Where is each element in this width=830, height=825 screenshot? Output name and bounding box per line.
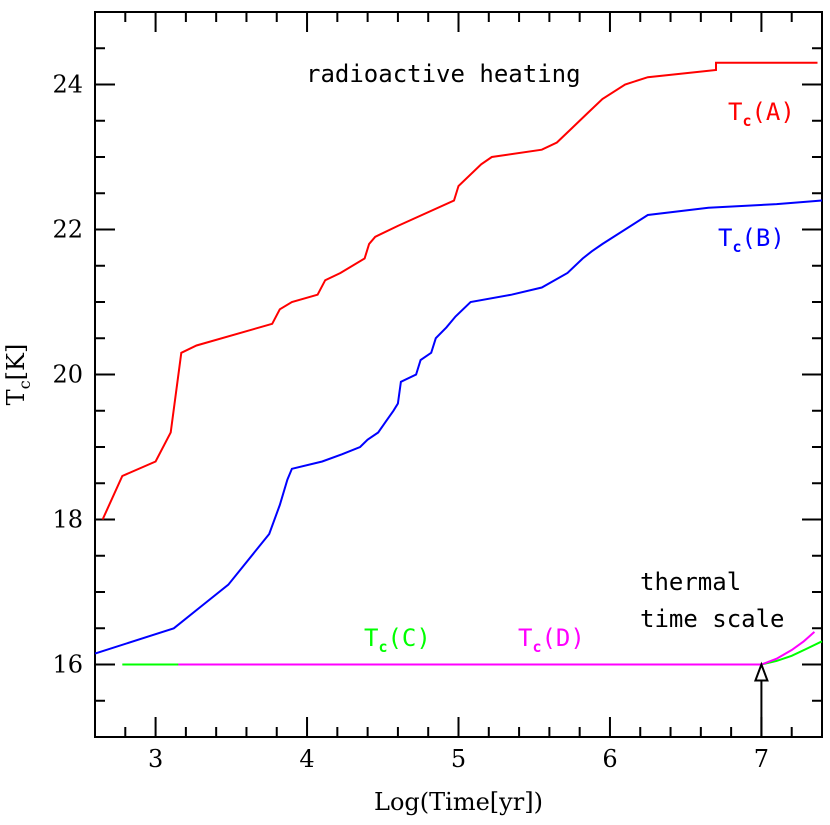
y-axis-label-main: T	[2, 389, 30, 405]
series-label-c-paren: (C)	[387, 624, 430, 652]
x-tick-label: 4	[299, 745, 314, 773]
series-a-line	[101, 61, 818, 520]
series-label-a: Tc(A)	[728, 98, 795, 130]
x-tick-label: 5	[451, 745, 466, 773]
tick-labels: 3 4 5 6 7 16 18 20 22 24	[52, 71, 769, 774]
y-tick-label: 24	[52, 71, 83, 99]
series-label-b-paren: (B)	[741, 224, 784, 252]
series-d-line	[178, 631, 816, 666]
x-tick-label: 7	[754, 745, 769, 773]
y-tick-label: 18	[52, 506, 83, 534]
y-axis-label: Tc[K]	[2, 344, 34, 406]
series-label-d-main: T	[518, 624, 532, 652]
annotation-thermal-line2: time scale	[640, 605, 785, 633]
annotation-radioactive-heating: radioactive heating	[306, 60, 581, 88]
series-label-b-main: T	[718, 224, 732, 252]
x-tick-label: 3	[148, 745, 163, 773]
series-label-d-sub: c	[532, 638, 541, 656]
y-tick-label: 20	[52, 361, 83, 389]
series-c-line	[122, 640, 823, 666]
series-lines	[94, 61, 823, 666]
y-tick-label: 22	[52, 216, 83, 244]
y-axis-label-unit: [K]	[2, 344, 30, 381]
series-label-d: Tc(D)	[518, 624, 585, 656]
annotation-thermal-line1: thermal	[640, 568, 741, 596]
y-tick-label: 16	[52, 651, 83, 679]
x-axis-label: Log(Time[yr])	[374, 788, 543, 816]
series-label-b: Tc(B)	[718, 224, 785, 256]
series-label-b-sub: c	[732, 238, 741, 256]
y-axis-label-sub: c	[15, 380, 34, 389]
series-label-d-paren: (D)	[541, 624, 584, 652]
series-label-c-sub: c	[378, 638, 387, 656]
thermal-arrow-head	[753, 661, 769, 682]
axis-ticks	[94, 11, 823, 738]
series-label-a-sub: c	[742, 112, 751, 130]
series-label-a-main: T	[728, 98, 742, 126]
series-label-a-paren: (A)	[751, 98, 794, 126]
x-tick-label: 6	[602, 745, 617, 773]
series-label-c: Tc(C)	[364, 624, 431, 656]
series-b-line	[94, 199, 823, 655]
series-label-c-main: T	[364, 624, 378, 652]
